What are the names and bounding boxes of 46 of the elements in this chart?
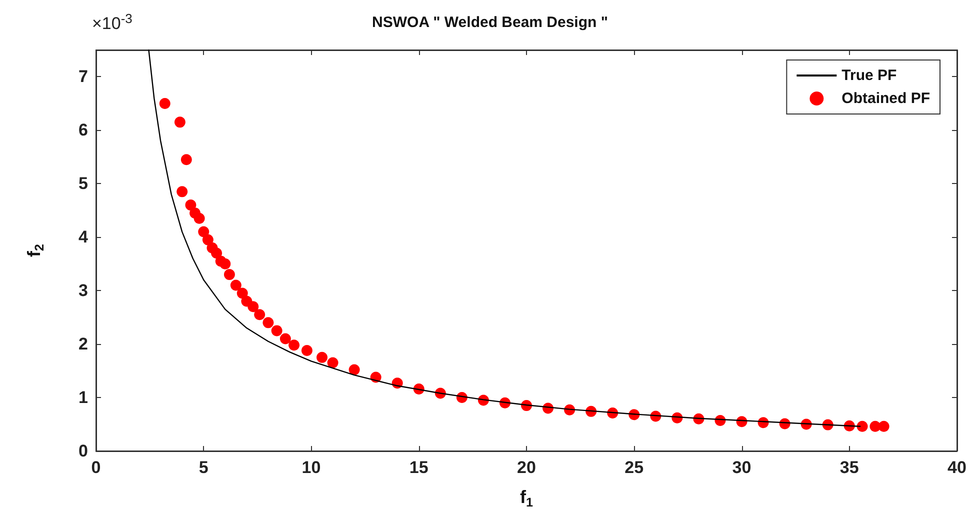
x-tick-label: 20: [517, 458, 536, 477]
y-tick-label: 4: [78, 228, 89, 247]
point: [224, 269, 235, 280]
x-tick-label: 0: [91, 458, 101, 477]
point: [211, 248, 222, 259]
x-tick-label: 30: [732, 458, 752, 477]
y-axis-title: f2: [24, 244, 46, 257]
x-tick-label: 5: [198, 458, 208, 477]
point: [202, 234, 214, 246]
legend-label: Obtained PF: [842, 90, 930, 107]
y-tick-label: 3: [78, 281, 88, 300]
y-tick-label: 5: [78, 174, 88, 194]
y-tick-label: 7: [78, 67, 88, 86]
point: [288, 340, 300, 351]
point: [856, 420, 868, 432]
point: [271, 325, 282, 336]
x-tick-label: 40: [948, 458, 966, 477]
chart-title: NSWOA " Welded Beam Design ": [372, 14, 608, 31]
point: [348, 364, 360, 376]
point: [262, 317, 274, 328]
x-tick-label: 10: [302, 458, 321, 477]
x-tick-label: 35: [840, 458, 859, 477]
y-tick-label: 6: [78, 120, 88, 140]
point: [176, 186, 188, 198]
point: [316, 352, 328, 363]
point: [174, 116, 186, 128]
point: [254, 309, 266, 320]
y-tick-label: 2: [78, 334, 88, 354]
point: [198, 226, 210, 238]
y-tick-label: 1: [78, 388, 88, 408]
point: [236, 288, 248, 299]
x-tick-label: 15: [409, 458, 428, 477]
point: [194, 212, 205, 224]
point: [185, 200, 196, 211]
point: [248, 301, 259, 312]
y-tick-label: 0: [78, 442, 88, 460]
point: [230, 280, 242, 291]
point: [159, 98, 170, 109]
legend-label: True PF: [842, 67, 897, 84]
point: [280, 333, 291, 344]
point: [180, 154, 192, 166]
point: [301, 344, 312, 356]
point: [327, 357, 338, 368]
point: [220, 258, 231, 270]
point: [878, 420, 890, 432]
x-tick-label: 25: [624, 458, 644, 477]
